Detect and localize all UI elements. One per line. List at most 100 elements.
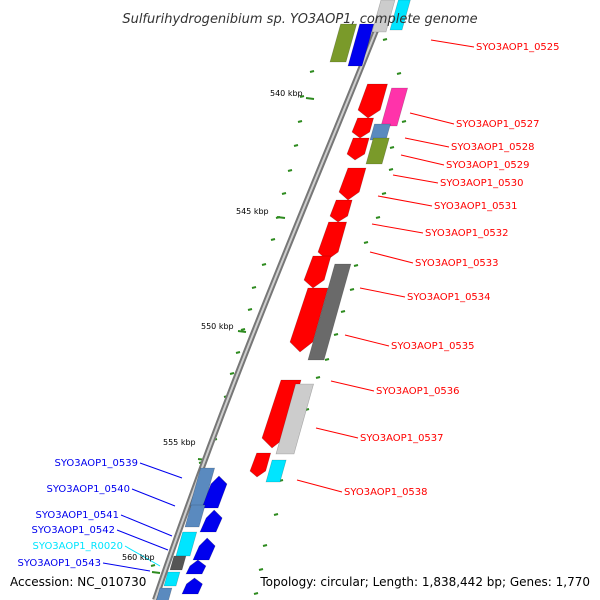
- gene-feature: [199, 509, 223, 533]
- scale-tick-major: [305, 97, 315, 100]
- gene-label-left[interactable]: SYO3AOP1_0541: [35, 510, 119, 521]
- scale-tick: [247, 308, 253, 311]
- leader-line: [359, 287, 406, 298]
- leader-line: [131, 488, 176, 507]
- scale-tick: [309, 70, 315, 73]
- gene-label-right[interactable]: SYO3AOP1_0532: [425, 228, 509, 239]
- gene-feature: [261, 379, 302, 449]
- leader-line: [371, 223, 424, 234]
- gene-label-right[interactable]: SYO3AOP1_0525: [476, 42, 560, 53]
- gene-feature: [389, 0, 411, 31]
- scale-tick: [150, 564, 156, 567]
- scale-tick: [273, 513, 279, 516]
- scale-tick: [281, 192, 287, 195]
- scale-tick: [251, 286, 257, 289]
- gene-feature: [181, 577, 203, 595]
- scale-tick: [375, 216, 381, 219]
- scale-tick: [270, 238, 276, 241]
- scale-tick: [353, 264, 359, 267]
- leader-line: [430, 39, 475, 48]
- gene-label-left[interactable]: SYO3AOP1_0539: [54, 458, 138, 469]
- gene-label-right[interactable]: SYO3AOP1_0534: [407, 292, 491, 303]
- label-leader-lines: [102, 39, 475, 572]
- gene-feature: [380, 87, 409, 127]
- gene-label-left[interactable]: SYO3AOP1_R0020: [33, 541, 123, 552]
- gene-feature: [185, 559, 207, 575]
- gene-feature: [192, 537, 216, 561]
- scale-tick-major: [237, 330, 247, 333]
- gene-label-right[interactable]: SYO3AOP1_0533: [415, 258, 499, 269]
- gene-feature: [365, 137, 390, 165]
- leader-line: [116, 529, 169, 551]
- kbp-label: 560 kbp: [122, 553, 155, 562]
- gene-label-right[interactable]: SYO3AOP1_0535: [391, 341, 475, 352]
- topology-text: Topology: circular; Length: 1,838,442 bp…: [259, 575, 590, 589]
- gene-feature: [249, 452, 272, 478]
- gene-label-left[interactable]: SYO3AOP1_0542: [31, 525, 115, 536]
- gene-label-right[interactable]: SYO3AOP1_0529: [446, 160, 530, 171]
- gene-feature: [371, 0, 396, 33]
- gene-label-right[interactable]: SYO3AOP1_0527: [456, 119, 540, 130]
- kbp-label: 555 kbp: [163, 438, 196, 447]
- accession-text: Accession: NC_010730: [10, 575, 146, 589]
- gene-feature: [338, 167, 367, 201]
- gene-feature: [329, 23, 358, 63]
- leader-line: [344, 334, 390, 347]
- scale-tick: [287, 169, 293, 172]
- gene-feature: [156, 587, 173, 600]
- gene-label-right[interactable]: SYO3AOP1_0528: [451, 142, 535, 153]
- leader-line: [377, 195, 433, 207]
- gene-label-left[interactable]: SYO3AOP1_0543: [17, 558, 101, 569]
- scale-tick: [333, 333, 339, 336]
- gene-label-right[interactable]: SYO3AOP1_0537: [360, 433, 444, 444]
- gene-feature: [201, 475, 228, 509]
- kbp-label: 545 kbp: [236, 207, 269, 216]
- scale-tick-major: [276, 216, 286, 219]
- gene-feature: [307, 263, 352, 361]
- gene-labels: SYO3AOP1_0525 SYO3AOP1_0527 SYO3AOP1_0528 S…: [17, 42, 559, 569]
- scale-tick: [262, 544, 268, 547]
- gene-feature: [265, 459, 287, 483]
- scale-tick: [381, 192, 387, 195]
- gene-label-right[interactable]: SYO3AOP1_0530: [440, 178, 524, 189]
- leader-line: [124, 545, 161, 567]
- gene-label-left[interactable]: SYO3AOP1_0540: [46, 484, 130, 495]
- gene-feature: [275, 383, 314, 455]
- scale-tick: [297, 120, 303, 123]
- gene-feature: [163, 571, 181, 587]
- scale-tick: [340, 310, 346, 313]
- gene-feature: [317, 221, 348, 261]
- gene-feature: [303, 255, 332, 289]
- gene-feature: [369, 123, 391, 141]
- scale-tick: [349, 288, 355, 291]
- scale-tick: [396, 72, 402, 75]
- gene-feature: [346, 137, 370, 161]
- genome-title: Sulfurihydrogenibium sp. YO3AOP1, comple…: [122, 12, 477, 27]
- backbone-highlight: [154, 0, 389, 600]
- scale-tick: [240, 328, 246, 331]
- gene-label-right[interactable]: SYO3AOP1_0538: [344, 487, 428, 498]
- gene-feature: [329, 199, 353, 223]
- kbp-label: 540 kbp: [270, 89, 303, 98]
- gene-features: [156, 0, 411, 600]
- leader-line: [400, 154, 445, 166]
- kbp-scale-labels: 540 kbp 545 kbp 550 kbp 555 kbp 560 kbp: [122, 89, 303, 562]
- gene-label-right[interactable]: SYO3AOP1_0536: [376, 386, 460, 397]
- scale-tick: [363, 241, 369, 244]
- leader-line: [404, 137, 450, 148]
- scale-tick: [235, 351, 241, 354]
- scale-tick: [258, 568, 264, 571]
- scale-tick: [382, 38, 388, 41]
- scale-tick: [229, 372, 235, 375]
- scale-tick-major: [151, 571, 161, 574]
- leader-line: [120, 514, 173, 537]
- scale-tick: [324, 358, 330, 361]
- gene-feature: [184, 504, 206, 528]
- gene-label-right[interactable]: SYO3AOP1_0531: [434, 201, 518, 212]
- scale-tick: [315, 376, 321, 379]
- gene-feature: [347, 23, 375, 67]
- leader-line: [392, 174, 439, 184]
- leader-line: [296, 479, 343, 493]
- leader-line: [102, 562, 151, 572]
